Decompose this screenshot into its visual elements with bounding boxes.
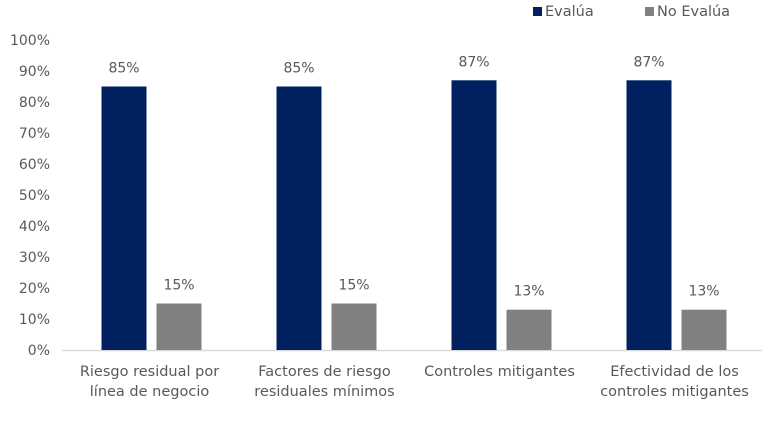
bar-no-evalua [156,303,202,350]
x-tick-label: residuales mínimos [254,384,394,400]
bar-evalua [451,80,497,351]
data-label: 85% [283,61,314,77]
data-label: 87% [458,54,489,70]
y-tick-label: 100% [10,33,50,49]
legend-label: Evalúa [545,4,594,20]
data-label: 15% [338,278,369,294]
y-tick-label: 30% [19,250,50,266]
bar-no-evalua [506,309,552,350]
data-label: 13% [513,284,544,300]
bar-evalua [276,86,322,350]
y-tick-label: 20% [19,281,50,297]
legend-swatch-no-evalua [645,7,654,16]
legend-swatch-evalua [533,7,542,16]
data-label: 87% [633,54,664,70]
y-tick-label: 60% [19,157,50,173]
data-label: 85% [108,61,139,77]
bar-evalua [626,80,672,351]
x-tick-label: controles mitigantes [600,384,749,400]
bar-evalua [101,86,147,350]
y-tick-label: 80% [19,95,50,111]
data-label: 15% [163,278,194,294]
bar-no-evalua [331,303,377,350]
y-tick-label: 70% [19,126,50,142]
legend-label: No Evalúa [657,4,730,20]
y-tick-label: 90% [19,64,50,80]
x-tick-label: Factores de riesgo [258,364,391,380]
y-tick-label: 0% [28,343,50,359]
x-tick-label: Efectividad de los [610,364,739,380]
bar-no-evalua [681,309,727,350]
data-label: 13% [688,284,719,300]
y-tick-label: 40% [19,219,50,235]
y-tick-label: 10% [19,312,50,328]
x-tick-label: Riesgo residual por [80,364,219,380]
x-tick-label: línea de negocio [90,384,210,400]
x-tick-label: Controles mitigantes [424,364,575,380]
y-tick-label: 50% [19,188,50,204]
